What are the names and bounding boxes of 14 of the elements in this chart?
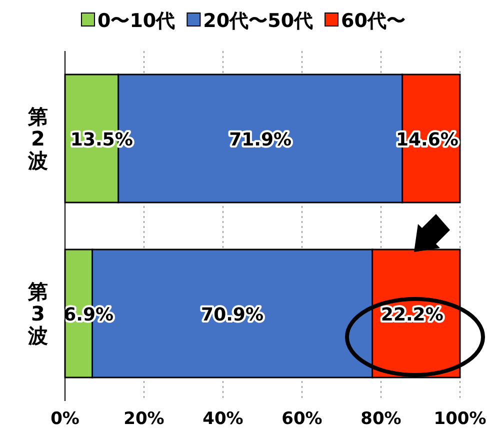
x-tick-label: 20% (124, 409, 164, 429)
data-label: 71.9% (229, 130, 292, 150)
data-label: 22.2% (380, 304, 444, 326)
x-tick-label: 0% (50, 409, 80, 429)
y-tick-label: 第2波 (27, 104, 48, 172)
legend-label: 60代〜 (341, 10, 406, 32)
legend-label: 20代〜50代 (203, 10, 314, 32)
legend-label: 0〜10代 (97, 10, 176, 32)
x-tick-label: 40% (202, 409, 244, 429)
x-tick-label: 80% (360, 409, 402, 429)
x-tick-label: 100% (434, 409, 486, 429)
data-label: 70.9% (201, 304, 264, 326)
x-tick-label: 60% (282, 409, 322, 429)
y-tick-label: 第3波 (27, 280, 48, 348)
